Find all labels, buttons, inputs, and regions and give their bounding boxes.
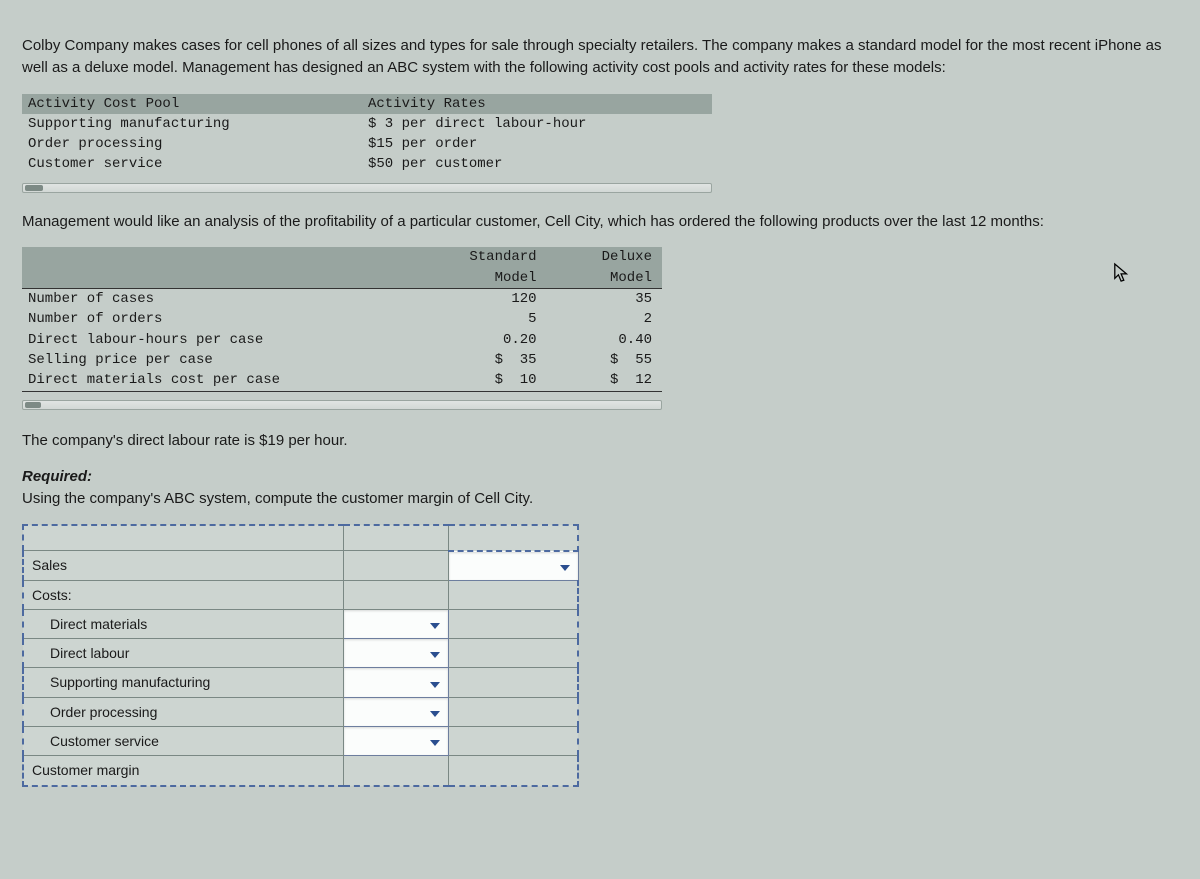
answer-row-sales: Sales (23, 551, 343, 580)
data-row-std: 0.20 (402, 330, 547, 350)
answer-row-supporting-manufacturing: Supporting manufacturing (23, 668, 343, 697)
data-row-label: Direct labour-hours per case (22, 330, 402, 350)
answer-row-direct-labour: Direct labour (23, 639, 343, 668)
supporting-manufacturing-input[interactable] (343, 668, 448, 697)
direct-labour-input[interactable] (343, 639, 448, 668)
data-row-dlx: $ 12 (547, 370, 662, 391)
order-processing-input[interactable] (343, 697, 448, 726)
labour-rate-line: The company's direct labour rate is $19 … (22, 430, 1177, 452)
data-row-label: Number of cases (22, 289, 402, 310)
activity-header-rates: Activity Rates (362, 94, 712, 114)
intro-paragraph: Colby Company makes cases for cell phone… (22, 35, 1177, 79)
answer-row-customer-margin: Customer margin (23, 756, 343, 786)
required-text: Using the company's ABC system, compute … (22, 490, 533, 507)
col-header-deluxe: Deluxe (547, 247, 662, 267)
sales-input[interactable] (448, 551, 578, 580)
required-header: Required: (22, 468, 92, 485)
data-row-dlx: $ 55 (547, 350, 662, 370)
data-row-dlx: 35 (547, 289, 662, 310)
activity-row-pool: Customer service (22, 154, 362, 174)
customer-service-input[interactable] (343, 727, 448, 756)
data-row-dlx: 2 (547, 309, 662, 329)
activity-row-pool: Order processing (22, 134, 362, 154)
activity-row-rate: $50 per customer (362, 154, 712, 174)
col-subheader-standard: Model (402, 268, 547, 289)
table1-scrollbar[interactable] (22, 183, 712, 193)
data-row-label: Selling price per case (22, 350, 402, 370)
data-row-dlx: 0.40 (547, 330, 662, 350)
activity-cost-pool-table: Activity Cost Pool Activity Rates Suppor… (22, 94, 712, 175)
data-row-label: Number of orders (22, 309, 402, 329)
cursor-icon (1113, 262, 1131, 284)
activity-header-pool: Activity Cost Pool (22, 94, 362, 114)
management-paragraph: Management would like an analysis of the… (22, 211, 1177, 233)
answer-row-costs: Costs: (23, 580, 343, 609)
data-row-std: 120 (402, 289, 547, 310)
col-header-standard: Standard (402, 247, 547, 267)
answer-row-customer-service: Customer service (23, 727, 343, 756)
data-row-std: 5 (402, 309, 547, 329)
activity-row-rate: $15 per order (362, 134, 712, 154)
answer-row-direct-materials: Direct materials (23, 609, 343, 638)
data-row-std: $ 10 (402, 370, 547, 391)
activity-row-pool: Supporting manufacturing (22, 114, 362, 134)
activity-row-rate: $ 3 per direct labour-hour (362, 114, 712, 134)
table2-scrollbar[interactable] (22, 400, 662, 410)
data-row-label: Direct materials cost per case (22, 370, 402, 391)
customer-data-table: Standard Deluxe Model Model Number of ca… (22, 247, 662, 391)
answer-grid: Sales Costs: Direct materials Direct lab… (22, 524, 579, 787)
direct-materials-input[interactable] (343, 609, 448, 638)
col-subheader-deluxe: Model (547, 268, 662, 289)
answer-row-order-processing: Order processing (23, 697, 343, 726)
data-row-std: $ 35 (402, 350, 547, 370)
